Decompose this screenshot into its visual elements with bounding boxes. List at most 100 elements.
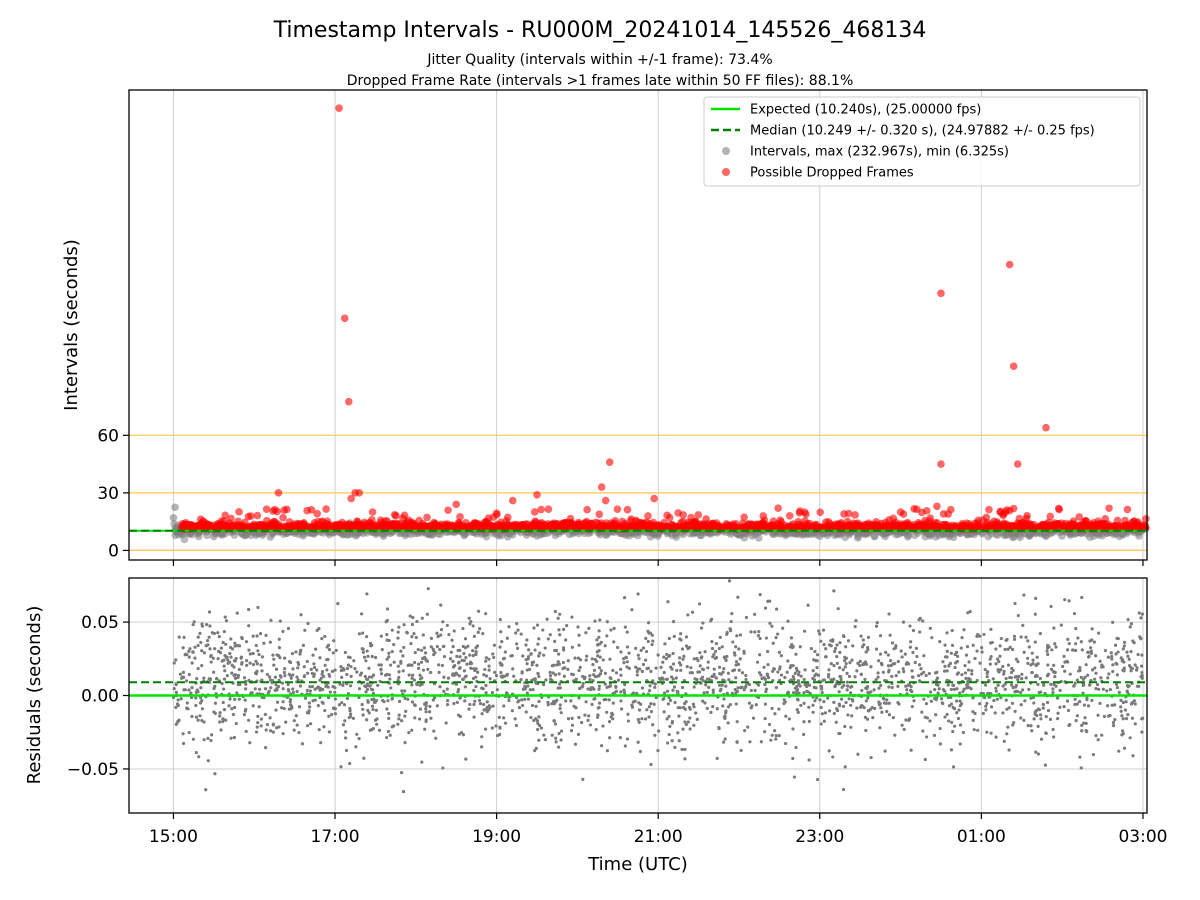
residual-point	[991, 677, 995, 681]
residual-point	[387, 711, 391, 716]
residual-point	[526, 697, 531, 701]
dropped-frame-point	[436, 523, 444, 531]
residual-point	[1129, 622, 1134, 626]
residual-point	[213, 701, 218, 705]
interval-point	[325, 530, 334, 539]
residual-point	[361, 713, 365, 717]
residual-point	[194, 703, 198, 708]
residual-point	[1100, 733, 1104, 737]
residual-point	[961, 689, 965, 694]
residual-point	[935, 670, 939, 674]
residual-point	[807, 705, 811, 709]
residual-point	[832, 663, 836, 668]
residual-point	[626, 712, 630, 716]
residual-point	[420, 616, 424, 620]
residual-point	[520, 671, 524, 675]
residual-point	[1044, 731, 1048, 735]
residual-point	[743, 685, 748, 689]
residual-point	[1038, 676, 1042, 681]
residual-point	[302, 665, 306, 669]
residual-point	[388, 677, 392, 681]
residual-point	[1082, 703, 1087, 707]
residual-point	[978, 702, 982, 706]
residual-point	[918, 630, 922, 634]
residual-point	[922, 697, 926, 701]
dropped-frame-point	[355, 489, 364, 497]
residual-point	[662, 670, 666, 675]
residual-point	[774, 636, 778, 640]
dropped-frame-point	[917, 508, 926, 517]
residual-point	[1127, 684, 1131, 688]
residual-point	[915, 654, 919, 659]
residual-point	[756, 683, 761, 687]
dropped-frame-point	[301, 521, 309, 530]
residual-point	[1131, 639, 1135, 643]
residual-point	[405, 630, 409, 634]
residual-point	[385, 707, 389, 711]
residual-point	[1027, 645, 1031, 649]
residual-point	[705, 677, 709, 681]
residual-point	[396, 664, 400, 668]
residual-point	[763, 730, 767, 734]
residual-point	[515, 642, 519, 646]
residual-point	[981, 711, 985, 716]
residual-point	[913, 660, 917, 665]
residual-point	[1030, 729, 1034, 733]
residual-point	[725, 632, 729, 636]
residual-point	[1031, 658, 1035, 662]
residual-point	[237, 697, 241, 701]
residual-point	[1006, 725, 1010, 729]
dropped-frame-point	[691, 517, 700, 526]
residual-point	[209, 660, 213, 664]
residual-point	[707, 685, 711, 690]
residual-point	[1121, 717, 1125, 721]
residual-point	[833, 646, 838, 651]
residual-point	[527, 667, 532, 671]
residual-point	[789, 678, 793, 682]
dropped-frame-point	[776, 516, 785, 524]
residual-point	[403, 741, 407, 745]
residual-point	[701, 699, 705, 703]
residual-point	[1122, 640, 1127, 644]
residual-point	[656, 749, 660, 753]
residual-point	[409, 642, 413, 646]
dropped-frame-point	[1001, 508, 1010, 516]
residual-point	[1061, 664, 1065, 669]
residual-point	[799, 703, 803, 708]
residual-point	[950, 720, 954, 724]
residual-point	[949, 687, 953, 692]
dropped-frame-point	[796, 507, 804, 515]
residual-point	[627, 651, 631, 655]
residual-point	[998, 644, 1002, 648]
residual-point	[1005, 732, 1009, 736]
residual-point	[887, 713, 892, 717]
residual-point	[194, 696, 198, 700]
residual-point	[1083, 716, 1087, 720]
residual-point	[679, 668, 683, 672]
residual-point	[864, 699, 868, 703]
dropped-frame-point	[533, 490, 541, 499]
residual-point	[482, 702, 486, 707]
dropped-frame-point	[395, 520, 404, 528]
dropped-frame-point	[605, 458, 614, 466]
residual-point	[492, 643, 497, 647]
residual-point	[457, 660, 461, 664]
residual-point	[731, 640, 735, 644]
residual-point	[722, 667, 726, 671]
dropped-frame-point	[933, 502, 941, 511]
residual-point	[822, 678, 826, 682]
residual-point	[212, 670, 216, 674]
residual-point	[281, 732, 285, 736]
residual-point	[1086, 704, 1091, 708]
residual-point	[411, 673, 415, 677]
residual-point	[1094, 671, 1098, 675]
residual-point	[779, 654, 783, 658]
dropped-frame-point	[1023, 511, 1031, 520]
residual-point	[503, 650, 507, 654]
residual-point	[308, 722, 313, 726]
dropped-frame-point	[244, 512, 253, 521]
residual-point	[1086, 673, 1090, 677]
residual-point	[855, 706, 859, 710]
residual-point	[844, 656, 848, 660]
residual-point	[573, 742, 578, 746]
